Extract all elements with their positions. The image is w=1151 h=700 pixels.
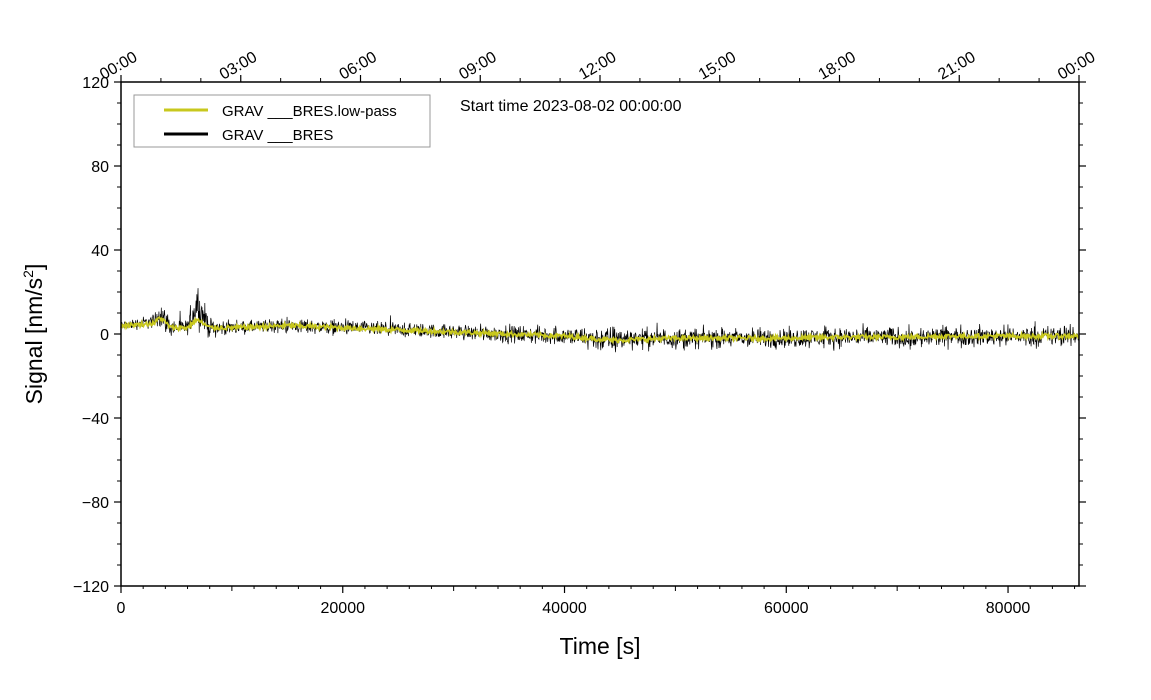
legend-box [133, 94, 431, 148]
y-axis-title-superscript: 2 [20, 270, 36, 278]
y-tick-label: −80 [82, 495, 109, 512]
right-axis [1079, 81, 1086, 587]
legend: GRAV ___BRES.low-pass GRAV ___BRES [133, 94, 431, 148]
legend-label-raw: GRAV ___BRES [222, 127, 333, 144]
top-axis: 00:00 03:00 06:00 09:00 12:00 15:00 18:00 21:00… [97, 49, 1098, 84]
y-axis-title-text: Signal [nm/s [21, 278, 47, 405]
traces-layer [120, 288, 1080, 353]
y-tick-label: 40 [91, 243, 109, 260]
y-tick-label: 80 [91, 159, 109, 176]
bottom-axis: 0 20000 40000 60000 80000 [117, 586, 1076, 617]
y-axis-title-close: ] [21, 264, 47, 270]
y-tick-label: 120 [82, 75, 109, 92]
x-tick-label: 80000 [986, 600, 1031, 617]
x-tick-label: 40000 [542, 600, 587, 617]
top-tick-label: 00:00 [97, 49, 140, 84]
legend-label-lowpass: GRAV ___BRES.low-pass [222, 103, 397, 120]
top-tick-label: 06:00 [337, 49, 380, 84]
y-axis-title: Signal [nm/s2] [20, 264, 47, 405]
top-tick-label: 15:00 [696, 49, 739, 84]
y-tick-label: −40 [82, 411, 109, 428]
x-axis-title: Time [s] [560, 633, 641, 659]
left-axis: −120 −80 −40 0 40 80 120 [73, 75, 121, 596]
x-tick-label: 20000 [321, 600, 366, 617]
x-tick-label: 60000 [764, 600, 809, 617]
top-tick-label: 09:00 [456, 49, 499, 84]
x-tick-label: 0 [117, 600, 126, 617]
top-tick-label: 18:00 [816, 49, 859, 84]
y-tick-label: −120 [73, 579, 109, 596]
series-lowpass-line [120, 316, 1080, 345]
top-tick-label: 12:00 [576, 49, 619, 84]
start-time-annotation: Start time 2023-08-02 00:00:00 [460, 98, 682, 115]
top-tick-label: 03:00 [217, 49, 260, 84]
top-tick-label: 00:00 [1055, 49, 1098, 84]
top-tick-label: 21:00 [935, 49, 978, 84]
y-tick-label: 0 [100, 327, 109, 344]
